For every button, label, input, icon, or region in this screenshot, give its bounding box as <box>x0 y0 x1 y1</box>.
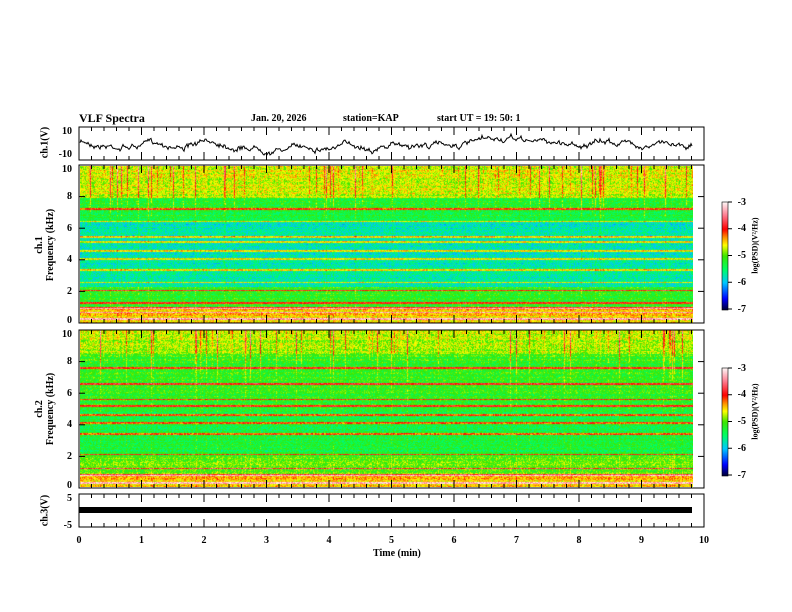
ch1-freq-ylabel: ch.1 Frequency (kHz) <box>34 205 56 285</box>
ch1-ylabel: ch.1(V) <box>39 126 51 159</box>
colorbar-tick-label: -4 <box>737 223 746 235</box>
ch2-colorbar <box>722 368 728 476</box>
ch1-colorbar-label: log(PSD)(V²/Hz) <box>750 217 760 274</box>
x-tick-label: 3 <box>264 534 269 546</box>
ch1-colorbar <box>722 202 728 310</box>
x-tick-label: 5 <box>389 534 394 546</box>
ch1-freq-ylabel-unit: Frequency (kHz) <box>45 208 56 282</box>
ch1-freq-ytick: 6 <box>67 222 72 234</box>
ch1-ytick: -10 <box>58 148 72 160</box>
x-tick-label: 8 <box>576 534 582 546</box>
station-label: station=KAP <box>343 113 399 124</box>
ch2-spectrogram <box>80 330 693 487</box>
colorbar-tick-label: -3 <box>737 196 746 208</box>
ch2-freq-ytick: 10 <box>62 328 72 340</box>
ch1-freq-ytick: 8 <box>67 191 72 203</box>
ch3-ytick: 5 <box>67 492 72 504</box>
x-tick-label: 2 <box>201 534 207 546</box>
ch1-freq-ylabel-channel: ch.1 <box>34 236 45 254</box>
ch2-freq-ylabel: ch.2 Frequency (kHz) <box>34 369 56 449</box>
x-tick-label: 1 <box>139 534 144 546</box>
ch3-ytick: -5 <box>63 519 72 531</box>
colorbar-tick-label: -5 <box>737 416 746 427</box>
x-tick-label: 6 <box>451 534 457 546</box>
ch2-freq-ytick: 6 <box>67 387 72 399</box>
panel-frame-1 <box>78 164 705 324</box>
ch2-colorbar-label: log(PSD)(V²/Hz) <box>750 383 760 440</box>
colorbar-tick-label: -6 <box>737 442 746 454</box>
x-tick-label: 0 <box>76 534 82 546</box>
date-label: Jan. 20, 2026 <box>251 113 307 124</box>
colorbar-frame <box>721 367 729 477</box>
x-tick-label: 9 <box>639 534 644 546</box>
ch2-freq-ytick: 0 <box>67 479 72 491</box>
colorbar-frame <box>721 201 729 311</box>
ch1-waveform-line <box>79 132 693 156</box>
ch1-freq-ytick: 2 <box>67 285 72 297</box>
figure-title: VLF Spectra <box>79 111 145 125</box>
colorbar-tick-label: -4 <box>737 389 746 401</box>
ch1-freq-ytick: 4 <box>67 254 72 266</box>
ch3-waveform-line <box>79 507 692 513</box>
colorbar-tick-label: -5 <box>737 250 746 261</box>
colorbar-tick-label: -7 <box>737 469 746 481</box>
ch2-freq-ylabel-channel: ch.2 <box>34 400 45 418</box>
ch3-ylabel: ch.3(V) <box>39 494 51 527</box>
ch1-spectrogram <box>80 166 693 323</box>
ch1-ytick: 10 <box>62 125 72 137</box>
ch1-freq-ytick: 10 <box>62 163 72 175</box>
start-time-label: start UT = 19: 50: 1 <box>437 113 521 124</box>
ch1-freq-ytick: 0 <box>67 314 72 326</box>
x-tick-label: 10 <box>699 534 709 546</box>
ch2-freq-ytick: 8 <box>67 356 72 368</box>
colorbar-tick-label: -6 <box>737 276 746 288</box>
ch2-freq-ytick: 2 <box>67 450 72 462</box>
ch2-freq-ylabel-unit: Frequency (kHz) <box>45 372 56 446</box>
ch2-freq-ytick: 4 <box>67 419 72 431</box>
x-axis-label: Time (min) <box>373 548 421 559</box>
x-tick-label: 7 <box>514 534 519 546</box>
colorbar-tick-label: -7 <box>737 303 746 315</box>
x-tick-label: 4 <box>326 534 332 546</box>
colorbar-tick-label: -3 <box>737 362 746 374</box>
panel-frame-2 <box>78 329 705 489</box>
